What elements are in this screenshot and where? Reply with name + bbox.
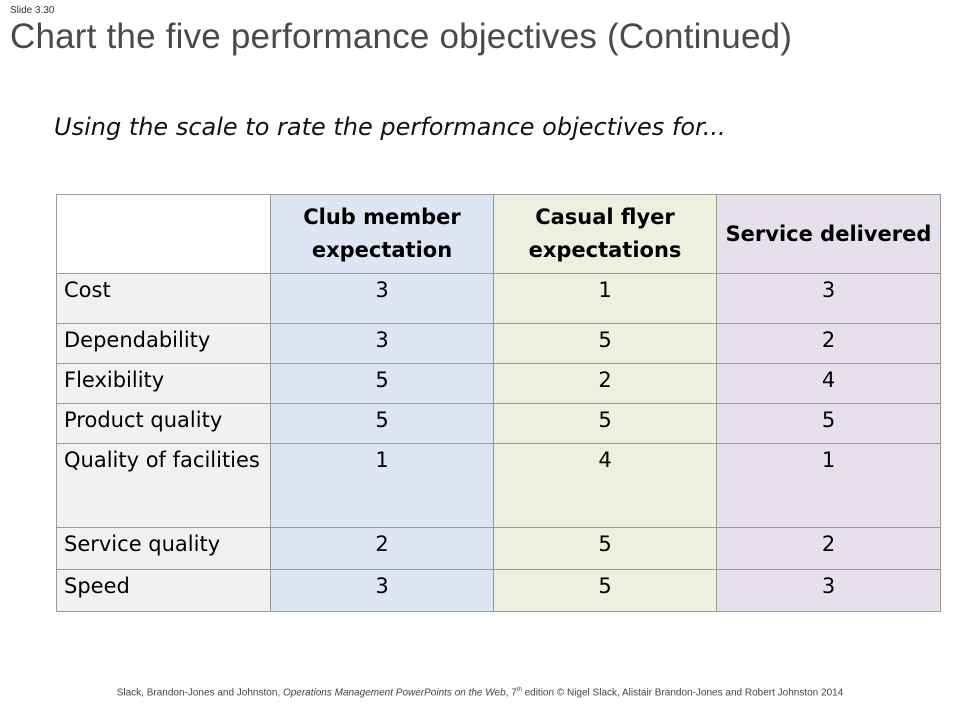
club-member-value: 5	[270, 403, 494, 444]
club-member-value: 3	[270, 569, 494, 612]
row-label-flexibility: Flexibility	[56, 363, 271, 404]
table-row: Cost 3 1 3	[56, 273, 941, 324]
row-label-speed: Speed	[56, 569, 271, 612]
footer-edition: , 7	[505, 687, 517, 699]
casual-flyer-value: 5	[493, 527, 717, 570]
footer-book-title: Operations Management PowerPoints on the…	[282, 687, 506, 699]
service-delivered-value: 2	[716, 527, 941, 570]
footer-edition-superscript: th	[516, 687, 522, 693]
casual-flyer-value: 5	[493, 323, 717, 364]
casual-flyer-value: 5	[493, 403, 717, 444]
footer-authors: Slack, Brandon-Jones and Johnston,	[116, 687, 283, 699]
casual-flyer-value: 4	[493, 443, 717, 528]
header-service-delivered: Service delivered	[716, 194, 941, 274]
row-label-product-quality: Product quality	[56, 403, 271, 444]
service-delivered-value: 2	[716, 323, 941, 364]
casual-flyer-value: 1	[493, 273, 717, 324]
table-row: Product quality 5 5 5	[56, 403, 941, 444]
footer-copyright: edition © Nigel Slack, Alistair Brandon-…	[521, 687, 844, 699]
club-member-value: 3	[270, 323, 494, 364]
table-row: Quality of facilities 1 4 1	[56, 443, 941, 528]
header-blank-cell	[56, 194, 271, 274]
club-member-value: 3	[270, 273, 494, 324]
table-row: Flexibility 5 2 4	[56, 363, 941, 404]
club-member-value: 2	[270, 527, 494, 570]
table-header-row: Club member expectation Casual flyer exp…	[56, 194, 941, 274]
club-member-value: 5	[270, 363, 494, 404]
casual-flyer-value: 5	[493, 569, 717, 612]
slide-title: Chart the five performance objectives (C…	[10, 17, 793, 56]
row-label-cost: Cost	[56, 273, 271, 324]
table-row: Service quality 2 5 2	[56, 527, 941, 570]
club-member-value: 1	[270, 443, 494, 528]
service-delivered-value: 5	[716, 403, 941, 444]
casual-flyer-value: 2	[493, 363, 717, 404]
header-casual-flyer-expectations: Casual flyer expectations	[493, 194, 717, 274]
service-delivered-value: 3	[716, 569, 941, 612]
slide-number: Slide 3.30	[10, 5, 55, 16]
slide-subtitle: Using the scale to rate the performance …	[54, 113, 726, 141]
service-delivered-value: 3	[716, 273, 941, 324]
table-row: Dependability 3 5 2	[56, 323, 941, 364]
table-row: Speed 3 5 3	[56, 569, 941, 612]
performance-objectives-table: Club member expectation Casual flyer exp…	[56, 194, 941, 612]
row-label-quality-of-facilities: Quality of facilities	[56, 443, 271, 528]
row-label-dependability: Dependability	[56, 323, 271, 364]
service-delivered-value: 1	[716, 443, 941, 528]
row-label-service-quality: Service quality	[56, 527, 271, 570]
service-delivered-value: 4	[716, 363, 941, 404]
copyright-footer: Slack, Brandon-Jones and Johnston, Opera…	[0, 687, 960, 698]
header-club-member-expectation: Club member expectation	[270, 194, 494, 274]
